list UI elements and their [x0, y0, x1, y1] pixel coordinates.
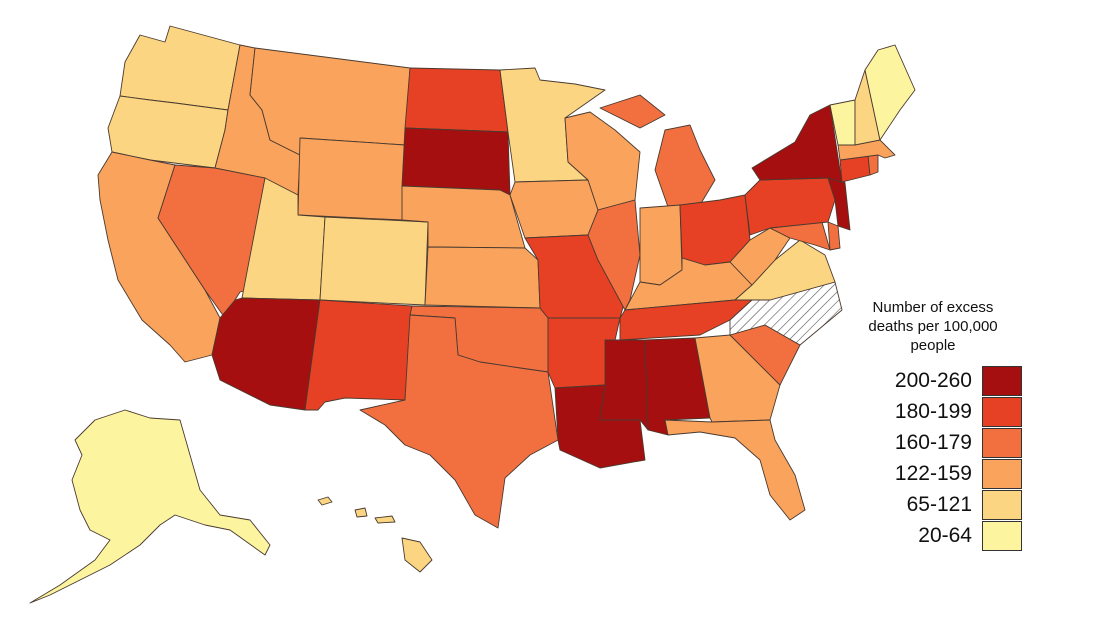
legend-swatch [982, 366, 1022, 396]
state-nevada [157, 164, 266, 319]
legend-title: Number of excess deaths per 100,000 peop… [868, 299, 998, 354]
state-texas [359, 314, 559, 529]
legend-swatch [982, 459, 1022, 489]
legend-item: 122-159 [860, 459, 1022, 489]
legend-swatch [982, 521, 1022, 551]
state-rhode-island [867, 154, 879, 176]
state-montana [249, 47, 411, 156]
state-alaska [29, 409, 271, 604]
legend-swatch [982, 490, 1022, 520]
legend-label: 160-179 [894, 431, 972, 454]
state-delaware [827, 221, 841, 251]
legend-item: 180-199 [860, 397, 1022, 427]
state-washington [119, 25, 241, 111]
legend-item: 65-121 [860, 490, 1022, 520]
state-michigan [599, 94, 716, 208]
legend-swatch [982, 397, 1022, 427]
legend-swatch [982, 428, 1022, 458]
legend-label: 122-159 [894, 462, 972, 485]
state-colorado [319, 216, 429, 306]
legend-label: 180-199 [894, 400, 972, 423]
state-maine [864, 44, 916, 141]
state-mississippi [599, 339, 649, 431]
state-hawaii [317, 496, 433, 573]
legend-label: 200-260 [894, 369, 972, 392]
state-new-mexico [304, 299, 413, 411]
state-arizona [211, 297, 321, 411]
state-north-dakota [404, 67, 509, 133]
legend-label: 65-121 [906, 493, 972, 516]
state-florida [664, 419, 806, 521]
state-wyoming [297, 137, 406, 221]
legend-item: 160-179 [860, 428, 1022, 458]
legend-label: 20-64 [918, 524, 972, 547]
state-south-dakota [401, 127, 511, 196]
legend-item: 20-64 [860, 521, 1022, 551]
state-kansas [424, 246, 541, 309]
state-indiana [639, 204, 683, 286]
state-iowa [509, 179, 599, 239]
state-new-york [751, 104, 846, 184]
legend-item: 200-260 [860, 366, 1022, 396]
